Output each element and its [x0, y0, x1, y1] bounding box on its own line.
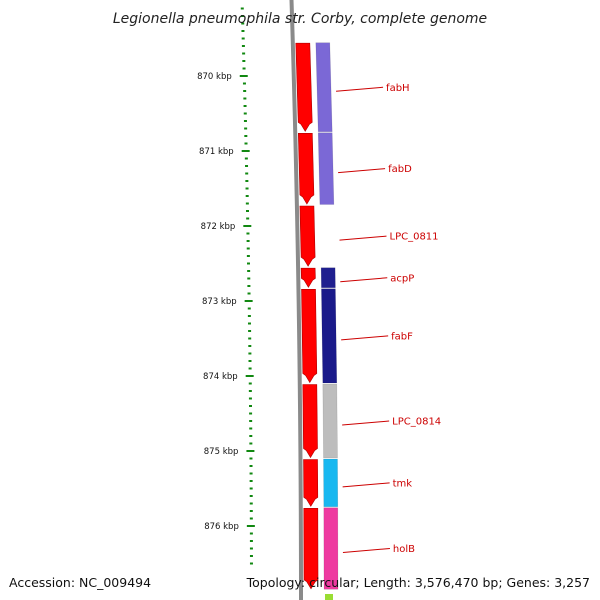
genome-info-text: Topology: circular; Length: 3,576,470 bp… [246, 575, 590, 590]
cds-layer [295, 42, 333, 600]
tick-label: 870 kbp [197, 72, 232, 82]
gene-label: acpP [390, 273, 414, 284]
gene-block [317, 132, 335, 205]
gene-block [322, 383, 338, 459]
gene-block [321, 288, 338, 384]
genome-backbone [289, 0, 303, 600]
cds-arrow [300, 267, 316, 288]
cds-arrow [303, 507, 319, 590]
map-title: Legionella pneumophila str. Corby, compl… [113, 11, 487, 27]
tick-layer: 870 kbp 871 kbp 872 kbp 873 kbp 874 kbp 875 k… [197, 7, 255, 565]
gene-leader-line [336, 86, 384, 92]
gene-label: fabF [391, 331, 413, 342]
tick-label: 872 kbp [201, 222, 236, 232]
gene-block [323, 458, 339, 508]
accession-text: Accession: NC_009494 [9, 575, 151, 590]
gene-label: LPC_0811 [390, 232, 439, 243]
gene-label: tmk [393, 478, 413, 489]
cds-arrow [295, 42, 313, 132]
tick-label: 876 kbp [204, 522, 239, 532]
tick-label: 875 kbp [204, 447, 239, 457]
cds-arrow [297, 133, 315, 205]
tick-label: 874 kbp [203, 372, 238, 382]
cds-arrow [299, 205, 316, 267]
gene-label: fabH [386, 83, 410, 94]
gene-leader-line [342, 420, 390, 426]
backbone-layer [289, 0, 303, 600]
gene-block [323, 507, 339, 590]
cds-arrow [303, 459, 319, 507]
gene-layer [315, 42, 339, 590]
cds-arrow [302, 384, 318, 459]
gene-leader-line [341, 335, 389, 341]
gene-block [320, 267, 336, 289]
gene-leader-line [342, 548, 390, 553]
tick-label: 871 kbp [199, 147, 234, 157]
gene-leader-line [340, 277, 388, 283]
tick-label: 873 kbp [202, 297, 237, 307]
gene-label: LPC_0814 [392, 417, 441, 428]
gene-block [315, 42, 333, 133]
gene-label: holB [393, 544, 415, 555]
next-feature-stub [324, 594, 333, 600]
gene-leader-line [338, 168, 386, 174]
cds-arrow [301, 288, 318, 384]
gene-block [319, 205, 336, 267]
gene-label: fabD [388, 164, 412, 175]
gene-leader-line [342, 482, 390, 488]
gene-leader-line [339, 235, 387, 241]
